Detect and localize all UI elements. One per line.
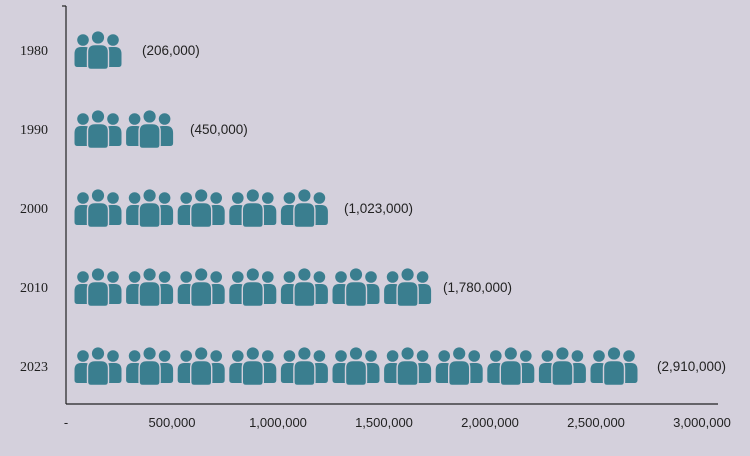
category-label: 2010 <box>20 281 48 296</box>
people-group-icon <box>280 187 329 229</box>
people-group-icon <box>228 266 278 308</box>
people-group-icon <box>228 345 278 387</box>
people-group-icon <box>434 345 484 387</box>
people-group-icon <box>73 108 123 150</box>
category-label: 1980 <box>20 44 48 59</box>
x-tick-label: 2,000,000 <box>461 415 519 430</box>
people-group-icon <box>331 345 381 387</box>
people-group-icon <box>73 29 123 71</box>
icon-row-1980 <box>73 29 123 71</box>
category-label: 2023 <box>20 360 48 375</box>
people-group-icon <box>176 187 226 229</box>
icon-row-1990 <box>73 108 174 150</box>
x-tick-label: 3,000,000 <box>673 415 731 430</box>
axes <box>62 5 718 405</box>
people-group-icon <box>280 266 329 308</box>
people-group-icon <box>228 187 278 229</box>
x-tick-label: 1,000,000 <box>249 415 307 430</box>
icon-row-2023 <box>73 345 639 387</box>
value-label: (450,000) <box>190 122 248 137</box>
people-group-icon <box>383 345 432 387</box>
people-group-icon <box>125 266 174 308</box>
people-group-icon <box>125 108 174 150</box>
people-group-icon <box>383 266 432 308</box>
x-tick-label: 2,500,000 <box>567 415 625 430</box>
category-label: 1990 <box>20 123 48 138</box>
people-group-icon <box>176 345 226 387</box>
people-group-icon <box>125 345 174 387</box>
value-labels: (206,000) (450,000) (1,023,000) (1,780,000)… <box>142 43 726 374</box>
people-group-icon <box>589 345 639 387</box>
value-label: (2,910,000) <box>657 359 726 374</box>
people-group-icon <box>486 345 536 387</box>
x-tick-label: - <box>64 415 68 430</box>
value-label: (206,000) <box>142 43 200 58</box>
x-axis-labels: - 500,000 1,000,000 1,500,000 2,000,000 2,500… <box>64 415 731 430</box>
value-label: (1,780,000) <box>443 280 512 295</box>
people-group-icon <box>538 345 587 387</box>
icon-row-2010 <box>73 266 432 308</box>
people-group-icon <box>73 187 123 229</box>
x-tick-label: 500,000 <box>149 415 196 430</box>
category-label: 2000 <box>20 202 48 217</box>
y-axis-labels: 1980 1990 2000 2010 2023 <box>20 44 48 375</box>
people-group-icon <box>73 266 123 308</box>
people-group-icon <box>176 266 226 308</box>
people-group-icon <box>125 187 174 229</box>
people-group-icon <box>280 345 329 387</box>
people-group-icon <box>73 345 123 387</box>
value-label: (1,023,000) <box>344 201 413 216</box>
x-tick-label: 1,500,000 <box>355 415 413 430</box>
icon-row-2000 <box>73 187 329 229</box>
people-group-icon <box>331 266 381 308</box>
